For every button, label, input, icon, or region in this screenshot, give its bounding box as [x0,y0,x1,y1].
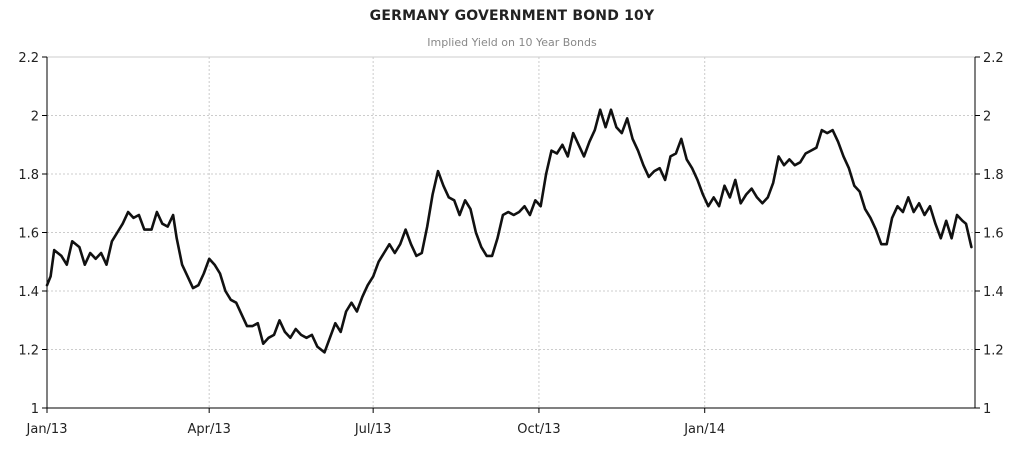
y-tick-label-right: 2 [983,110,991,125]
y-tick-label-right: 1.4 [983,285,1004,300]
chart-title: GERMANY GOVERNMENT BOND 10Y [369,8,655,24]
x-tick-label: Jan/13 [26,422,68,437]
y-tick-label-right: 2.2 [983,51,1004,66]
y-tick-label-right: 1.6 [983,227,1004,242]
x-tick-label: Apr/13 [187,422,230,437]
series-line-bond-yield [45,108,973,354]
gridlines [47,56,975,408]
y-tick-label-left: 1.6 [18,227,39,242]
y-tick-label-left: 2 [31,110,39,125]
y-tick-label-left: 1.2 [18,344,39,359]
axes [42,56,980,413]
tick-labels: 1 1 1.2 1.2 1.4 1.4 1.6 1.6 1.8 1.8 2 2 2.2 2.2 Jan/13… [18,51,1003,437]
y-tick-label-right: 1 [983,402,991,417]
y-tick-label-right: 1.2 [983,344,1004,359]
x-tick-label: Jul/13 [354,422,392,437]
chart-subtitle: Implied Yield on 10 Year Bonds [427,36,597,49]
x-tick-label: Oct/13 [517,422,560,437]
y-tick-label-left: 1.8 [18,168,39,183]
y-tick-label-left: 2.2 [18,51,39,66]
x-tick-label: Jan/14 [683,422,725,437]
series-layer [45,108,973,354]
y-tick-label-right: 1.8 [983,168,1004,183]
y-tick-label-left: 1 [31,402,39,417]
y-tick-label-left: 1.4 [18,285,39,300]
